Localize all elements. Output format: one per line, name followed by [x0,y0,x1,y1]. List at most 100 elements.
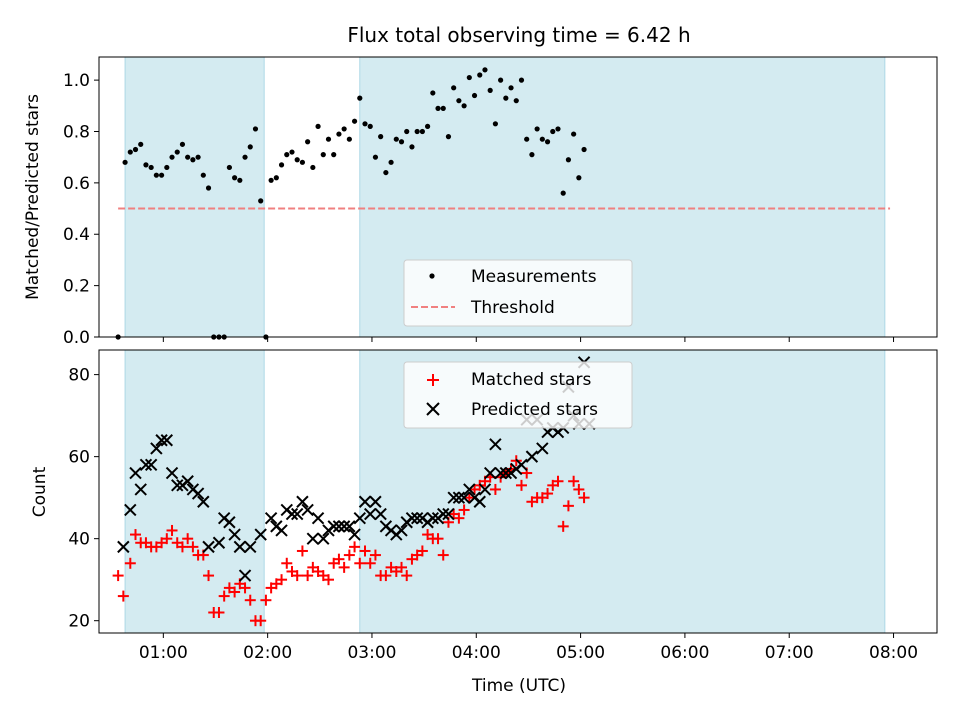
measurement-point [258,198,264,204]
predicted-star-marker-b [327,520,340,533]
measurement-point [398,139,405,145]
measurement-point [278,162,285,168]
matched-star-point [166,524,178,536]
bottom-x-ticks: 01:00 02:00 03:00 04:00 05:00 06:00 07:00 08:00 [139,633,918,663]
predicted-star-point [457,491,471,504]
measurement-point [351,118,358,124]
x-tick-label: 05:00 [556,643,605,663]
predicted-star-marker-b [144,458,158,472]
predicted-star-marker-b [181,475,194,488]
predicted-star-point [202,540,215,554]
measurement-point [445,134,452,140]
measurement-point [179,141,186,147]
measurement-point [534,126,540,132]
predicted-star-point [374,507,387,521]
matched-star-point [255,615,267,627]
predicted-star-marker-b [426,511,440,525]
matched-star-point [557,520,569,532]
measurement-point [393,136,399,142]
matched-star-point [161,533,173,545]
measurement-point [576,175,582,181]
measurement-point [362,121,368,127]
predicted-star-point [525,450,539,463]
measurement-point [158,172,165,178]
predicted-star-marker-b [202,540,215,554]
measurement-point [346,136,352,142]
measurement-point [456,98,462,104]
measurement-point [268,177,274,183]
bottom-legend: Matched stars Predicted stars [403,361,633,429]
predicted-star-point [238,569,252,582]
matched-star-point [552,475,564,487]
predicted-star-point [275,524,288,537]
predicted-star-point [353,511,366,525]
measurement-point [571,131,577,137]
predicted-star-marker-b [155,434,168,447]
measurement-point [466,74,472,81]
predicted-star-point [311,511,325,525]
measurement-point [404,128,410,135]
matched-star-point [130,529,142,541]
predicted-stars-series [117,356,596,582]
matched-star-point [213,606,225,618]
measurement-point [440,105,446,111]
matched-star-point [229,586,241,598]
y-tick-label: 1.0 [63,71,90,91]
measurement-point [273,175,279,181]
measurement-point [388,159,394,165]
measurement-point [320,152,326,158]
predicted-star-marker-b [197,495,210,508]
predicted-star-marker-b [254,528,267,541]
measurement-point [498,77,504,83]
predicted-star-point [197,495,210,508]
predicted-star-marker-b [489,438,502,451]
measurement-point [560,190,566,196]
predicted-star-marker-b [275,524,288,537]
matched-star-point [291,570,303,582]
matched-star-point [218,590,230,602]
measurement-point [518,77,525,83]
predicted-star-marker-b [337,520,351,533]
y-tick-label: 0.8 [63,122,90,142]
predicted-star-marker-b [374,507,387,521]
predicted-star-point [442,507,455,521]
predicted-star-point [358,495,372,508]
measurement-point [205,185,212,191]
measurement-point [122,159,128,165]
predicted-star-marker-b [233,540,247,554]
predicted-star-point [165,466,179,480]
predicted-star-marker-b [364,507,377,521]
predicted-star-marker-b [306,532,320,545]
matched-star-point [369,549,381,561]
predicted-star-marker-b [139,458,153,472]
predicted-star-marker-b [191,487,205,500]
predicted-star-marker-b [238,569,252,582]
bottom-y-ticks: 20 40 60 80 [68,366,99,632]
measurement-point [550,128,556,135]
predicted-star-point [139,458,153,472]
matched-star-point [239,582,251,594]
predicted-star-point [410,511,424,525]
predicted-star-marker-b [244,540,257,554]
predicted-star-marker-b [410,511,424,525]
measurement-point [164,164,170,171]
measurement-point [247,144,253,150]
matched-star-point [187,541,199,553]
measurement-point [471,92,478,99]
figure-title: Flux total observing time = 6.42 h [347,23,690,47]
predicted-star-point [160,434,174,447]
matched-star-point [354,557,366,569]
matched-star-point [396,561,408,573]
predicted-star-point [343,520,356,533]
predicted-star-marker-b [473,495,486,508]
matched-star-point [364,557,376,569]
y-tick-label: 0.6 [63,174,90,194]
measurement-point [539,136,545,142]
predicted-star-marker-b [369,495,382,508]
predicted-star-marker-b [332,520,346,533]
measurement-point [419,128,425,135]
predicted-star-point [129,466,142,480]
measurement-point [299,159,306,165]
matched-star-point [562,500,574,512]
measurement-point [148,164,154,171]
